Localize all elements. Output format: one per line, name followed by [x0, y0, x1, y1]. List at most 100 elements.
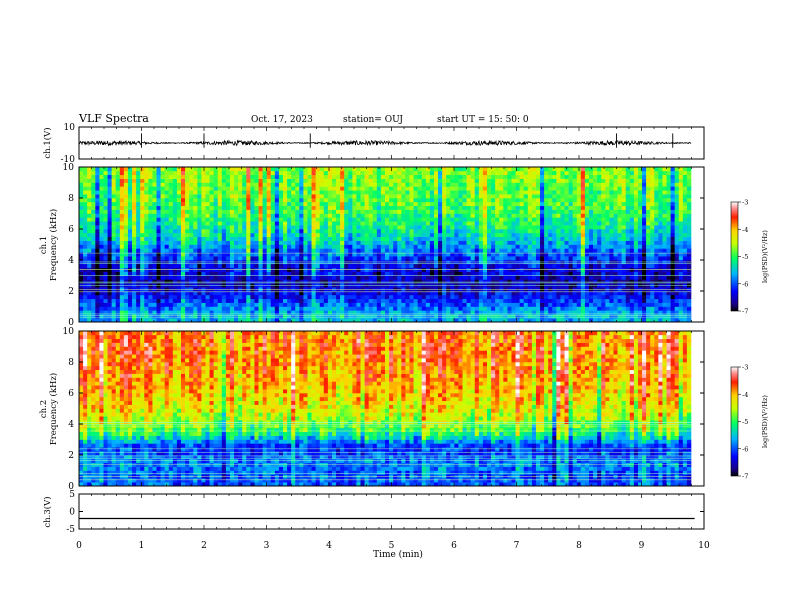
spectrogram-cell [221, 244, 227, 249]
spectrogram-cell [364, 205, 369, 210]
spectrogram-cell [344, 244, 349, 249]
spectrogram-cell [642, 225, 647, 230]
spectrogram-cell [315, 240, 321, 245]
spectrogram-cell [291, 229, 296, 234]
spectrogram-cell [589, 310, 594, 315]
spectrogram-cell [572, 275, 578, 280]
spectrogram-cell [156, 279, 161, 284]
spectrogram-cell [140, 248, 145, 253]
spectrogram-cell [462, 263, 467, 269]
spectrogram-cell [568, 287, 573, 292]
spectrogram-cell [307, 201, 312, 207]
spectrogram-cell [262, 201, 267, 207]
spectrogram-cell [242, 271, 247, 276]
spectrogram-cell [262, 267, 267, 272]
spectrogram-cell [474, 236, 480, 241]
spectrogram-cell [221, 217, 227, 222]
spectrogram-cell [548, 240, 553, 245]
spectrogram-cell [148, 201, 153, 207]
spectrogram-cell [429, 252, 435, 257]
spectrogram-cell [136, 221, 141, 226]
spectrogram-cell [111, 291, 117, 296]
spectrogram-cell [364, 248, 369, 253]
spectrogram-cell [103, 213, 108, 218]
spectrogram-cell [535, 294, 541, 300]
spectrogram-cell [250, 287, 255, 292]
spectrogram-cell [327, 275, 333, 280]
spectrogram-cell [401, 194, 406, 199]
spectrogram-cell [593, 279, 598, 284]
spectrogram-cell [111, 194, 117, 199]
spectrogram-cell [217, 201, 223, 207]
spectrogram-cell [491, 267, 496, 272]
spectrogram-cell [499, 294, 504, 300]
spectrogram-cell [401, 209, 406, 214]
spectrogram-cell [605, 198, 610, 203]
spectrogram-cell [91, 198, 96, 203]
spectrogram-cell [580, 298, 586, 303]
spectrogram-cell [637, 302, 643, 307]
spectrogram-cell [352, 318, 357, 323]
spectrogram-cell [605, 298, 610, 303]
spectrogram-cell [323, 291, 329, 296]
spectrogram-cell [507, 213, 512, 218]
spectrogram-cell [156, 256, 161, 261]
spectrogram-cell [217, 194, 223, 199]
spectrogram-cell [686, 298, 692, 303]
spectrogram-cell [229, 213, 235, 218]
spectrogram-cell [331, 225, 337, 230]
spectrogram-cell [201, 217, 206, 222]
spectrogram-cell [356, 318, 361, 323]
spectrogram-cell [176, 263, 182, 269]
spectrogram-cell [629, 291, 635, 296]
spectrogram-cell [650, 252, 655, 257]
spectrogram-cell [136, 248, 141, 253]
spectrogram-cell [662, 248, 667, 253]
spectrogram-cell [646, 298, 651, 303]
spectrogram-cell [674, 201, 680, 207]
spectrogram-cell [83, 205, 88, 210]
spectrogram-cell [576, 298, 582, 303]
spectrogram-cell [181, 263, 186, 269]
spectrogram-cell [397, 291, 402, 296]
spectrogram-cell [185, 205, 190, 210]
spectrogram-cell [234, 256, 239, 261]
spectrogram-cell [405, 306, 410, 311]
spectrogram-cell [136, 298, 141, 303]
spectrogram-cell [168, 198, 174, 203]
spectrogram-cell [540, 221, 545, 226]
spectrogram-cell [572, 201, 578, 207]
spectrogram-cell [283, 198, 288, 203]
spectrogram-cell [168, 294, 174, 300]
spectrogram-cell [466, 221, 471, 226]
spectrogram-cell [287, 256, 292, 261]
spectrogram-cell [633, 256, 639, 261]
spectrogram-cell [593, 217, 598, 222]
spectrogram-cell [389, 240, 394, 245]
spectrogram-cell [670, 213, 675, 218]
spectrogram-cell [234, 232, 239, 238]
spectrogram-cell [144, 221, 149, 226]
spectrogram-cell [234, 201, 239, 207]
spectrogram-cell [674, 256, 680, 261]
ch1-waveform-panel: 10-10 [61, 123, 705, 165]
spectrogram-cell [397, 232, 402, 238]
spectrogram-cell [454, 298, 459, 303]
spectrogram-cell [380, 318, 386, 323]
spectrogram-cell [136, 291, 141, 296]
spectrogram-cell [458, 209, 463, 214]
spectrogram-cell [572, 236, 578, 241]
spectrogram-cell [548, 287, 553, 292]
spectrogram-cell [127, 198, 133, 203]
spectrogram-cell [678, 318, 684, 323]
spectrogram-cell [213, 256, 219, 261]
spectrogram-cell [678, 314, 684, 319]
spectrogram-cell [642, 248, 647, 253]
spectrogram-cell [658, 244, 663, 249]
spectrogram-cell [482, 201, 488, 207]
spectrogram-cell [319, 221, 325, 226]
spectrogram-cell [168, 287, 174, 292]
spectrogram-cell [205, 256, 210, 261]
spectrogram-cell [527, 256, 533, 261]
spectrogram-cell [380, 217, 386, 222]
